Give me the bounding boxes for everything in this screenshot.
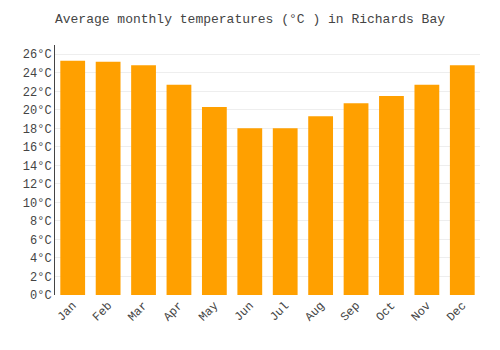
svg-text:16°C: 16°C [23,141,52,155]
svg-text:Average monthly temperatures (: Average monthly temperatures (°C ) in Ri… [55,12,445,27]
svg-text:24°C: 24°C [23,67,52,81]
svg-text:Aug: Aug [303,299,328,324]
svg-text:2°C: 2°C [30,271,52,285]
svg-text:May: May [196,299,221,324]
svg-text:Dec: Dec [444,299,469,324]
svg-text:8°C: 8°C [30,215,52,229]
svg-text:20°C: 20°C [23,104,52,118]
svg-text:Mar: Mar [125,299,150,324]
svg-text:12°C: 12°C [23,178,52,192]
svg-text:22°C: 22°C [23,86,52,100]
svg-text:Apr: Apr [161,299,186,324]
svg-text:26°C: 26°C [23,48,52,62]
svg-text:18°C: 18°C [23,123,52,137]
svg-text:14°C: 14°C [23,160,52,174]
svg-text:0°C: 0°C [30,289,52,303]
svg-text:Oct: Oct [373,299,398,324]
svg-text:4°C: 4°C [30,252,52,266]
svg-text:6°C: 6°C [30,234,52,248]
svg-text:Nov: Nov [409,299,434,324]
svg-text:Feb: Feb [90,299,115,324]
svg-text:Jun: Jun [232,299,257,324]
svg-text:Jul: Jul [267,299,292,324]
svg-text:Jan: Jan [55,299,80,324]
svg-text:10°C: 10°C [23,197,52,211]
svg-text:Sep: Sep [338,299,363,324]
